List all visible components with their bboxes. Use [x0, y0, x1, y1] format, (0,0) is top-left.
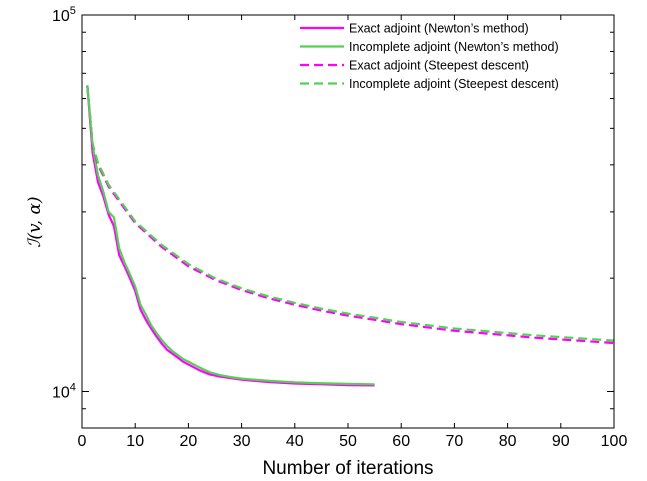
series-line-3 [86, 85, 615, 345]
x-tick-label: 90 [552, 433, 570, 450]
legend-entry-2: Incomplete adjoint (Newton’s method) [349, 40, 559, 54]
x-tick-label: 10 [126, 433, 144, 450]
y-tick-label: 104 [52, 382, 76, 402]
x-axis-label: Number of iterations [262, 458, 433, 479]
x-tick-label: 100 [601, 433, 628, 450]
series-line-4 [86, 85, 615, 342]
y-axis-label: ℐ(v, α) [25, 196, 45, 247]
series-layer [86, 85, 615, 387]
x-tick-label: 60 [392, 433, 410, 450]
legend-entry-3: Exact adjoint (Steepest descent) [349, 59, 529, 73]
y-tick-label: 105 [52, 5, 76, 25]
x-tick-label: 40 [286, 433, 304, 450]
x-tick-label: 30 [233, 433, 251, 450]
legend-entry-4: Incomplete adjoint (Steepest descent) [349, 77, 559, 91]
legend-entry-1: Exact adjoint (Newton’s method) [349, 22, 529, 36]
x-tick-label: 20 [180, 433, 198, 450]
x-tick-label: 50 [339, 433, 357, 450]
plot-background [82, 15, 614, 428]
plot-area [82, 15, 614, 428]
series-line-2 [86, 85, 375, 386]
x-tick-label: 0 [78, 433, 87, 450]
legend: Exact adjoint (Newton’s method) Incomplet… [300, 22, 559, 91]
x-tick-label: 80 [499, 433, 517, 450]
x-tick-label: 70 [446, 433, 464, 450]
